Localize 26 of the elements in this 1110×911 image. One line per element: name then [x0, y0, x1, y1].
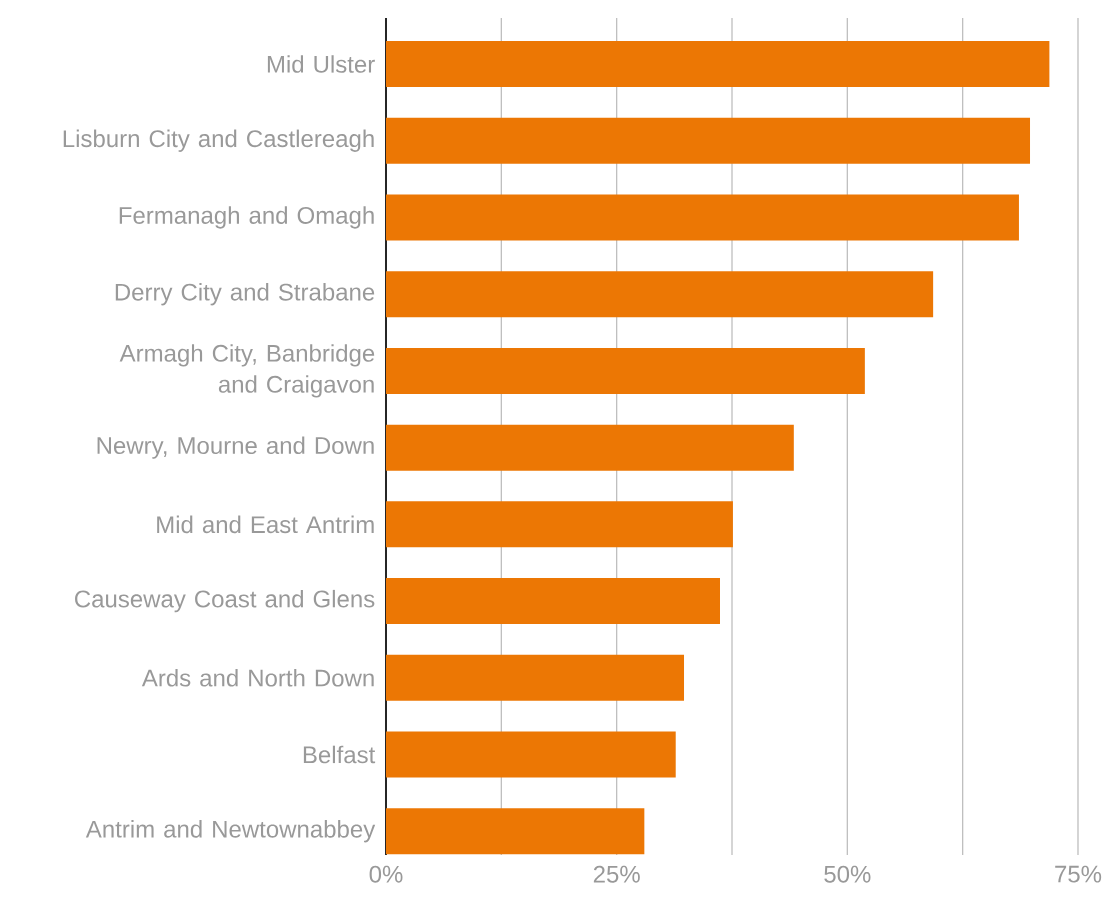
- x-tick-label: 0%: [369, 865, 403, 883]
- y-tick-label: Belfast: [303, 745, 376, 764]
- y-tick-label: Armagh City, Banbridge and Craigavon: [119, 344, 375, 398]
- x-tick-label: 50%: [824, 865, 871, 883]
- y-tick-label: Newry, Mourne and Down: [97, 436, 374, 459]
- y-tick-label: Mid Ulster: [267, 55, 375, 73]
- y-tick-label: Fermanagh and Omagh: [119, 206, 374, 229]
- y-tick-label: Lisburn City and Castlereagh: [63, 129, 374, 152]
- bar: [386, 347, 865, 394]
- bar: [386, 194, 1019, 241]
- bar: [386, 424, 794, 471]
- bar: [386, 117, 1031, 164]
- y-tick-label: Mid and East Antrim: [157, 515, 374, 534]
- x-tick-label: 25%: [593, 865, 640, 883]
- x-tick-label: 75%: [1055, 865, 1102, 883]
- y-tick-label: Ards and North Down: [141, 668, 374, 687]
- bar: [386, 808, 645, 855]
- bar: [386, 731, 676, 778]
- y-tick-label: Antrim and Newtownabbey: [85, 820, 376, 843]
- bar: [386, 654, 685, 701]
- bar: [386, 271, 934, 318]
- bar: [386, 578, 720, 625]
- y-tick-label: Derry City and Strabane: [115, 283, 375, 306]
- y-tick-label: Causeway Coast and Glens: [75, 589, 375, 613]
- bar: [386, 501, 733, 548]
- bar: [386, 41, 1050, 88]
